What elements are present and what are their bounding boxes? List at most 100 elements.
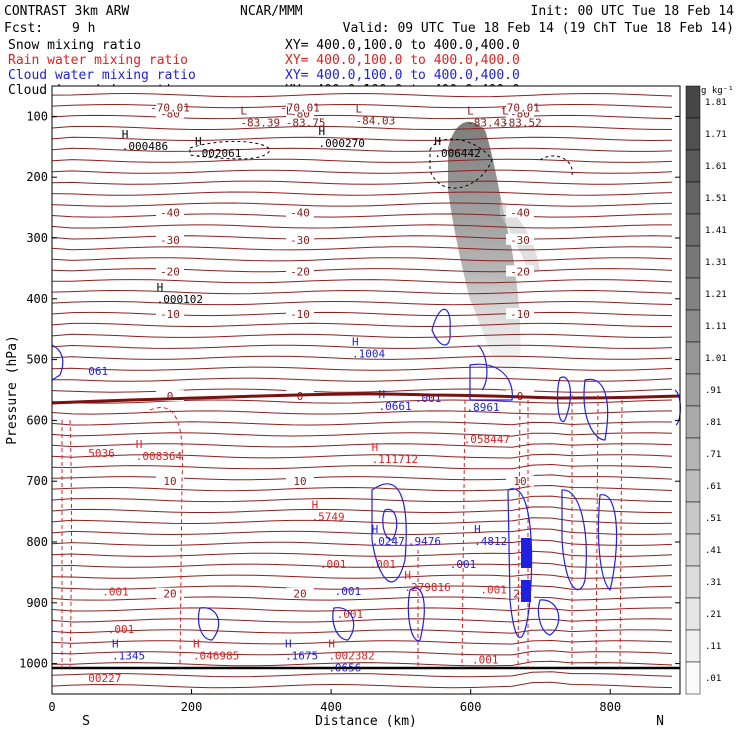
extremum-value: .006442	[434, 147, 480, 160]
isotherm-line	[51, 550, 673, 557]
legend-rain-xy: XY= 400.0,100.0 to 400.0,400.0	[285, 53, 520, 68]
extremum-mark: H	[193, 637, 200, 650]
colorbar-label: .41	[705, 546, 721, 556]
isotherm-line	[51, 366, 673, 371]
isotherm-line	[51, 607, 673, 612]
isotherm-line	[51, 562, 673, 568]
colorbar-label: .81	[705, 418, 721, 428]
cloud-water-contour	[382, 508, 398, 541]
isotherm-label-bg	[156, 101, 184, 113]
colorbar-label: .71	[705, 450, 721, 460]
extremum-value: .002382	[328, 649, 374, 662]
cloud-water-contour	[537, 599, 560, 636]
isotherm-label-bg	[506, 308, 534, 319]
rain-contour	[619, 399, 623, 669]
isotherm-line	[52, 660, 673, 667]
colorbar-swatch	[685, 565, 701, 599]
extremum-mark: H	[328, 637, 335, 650]
extremum-mark: H	[285, 637, 292, 650]
colorbar-label: .51	[705, 514, 721, 524]
extremum-mark: L	[502, 105, 509, 118]
colorbar: 1.81 1.71 1.61 1.51 1.41 1.31 1.21 1.11 1.01 .91.…	[685, 85, 727, 695]
init-time: Init: 00 UTC Tue 18 Feb 14	[531, 4, 735, 19]
colorbar-label: .61	[705, 482, 721, 492]
colorbar-swatch	[685, 213, 701, 247]
x-tick-label: 0	[48, 700, 55, 714]
extremum-value: .1345	[112, 649, 145, 662]
plot-area: -80 -80 -80-70.01 -70.01 -70.01-40 -40 -40-30-…	[51, 85, 681, 695]
y-tick-label: 300	[26, 231, 48, 245]
isotherm-line	[51, 596, 673, 601]
colorbar-label: 1.21	[705, 290, 727, 300]
isotherm-label-bg	[286, 206, 314, 218]
extremum-value: 5036	[88, 447, 115, 460]
y-tick-label: 200	[26, 170, 48, 184]
extremum-value: -83.52	[502, 117, 542, 130]
isotherm-line	[51, 257, 673, 262]
isotherm-line	[51, 585, 673, 590]
isotherm-line	[51, 399, 673, 404]
extremum-value: 00227	[88, 672, 121, 685]
colorbar-label: .31	[705, 578, 721, 588]
x-tick-label: 400	[320, 700, 342, 714]
isotherm-line	[51, 180, 673, 185]
isotherm-label: -10	[510, 308, 530, 321]
isotherm-line	[51, 474, 673, 481]
isotherm-label: -30	[160, 234, 180, 247]
cloud-ice-contour	[189, 141, 271, 160]
extremum-value: .000486	[122, 140, 168, 153]
extremum-mark: H	[157, 281, 164, 294]
isotherm-line	[51, 355, 673, 360]
isotherm-label-bg	[506, 265, 534, 277]
isotherm-label-bg	[156, 233, 184, 245]
colorbar-label: 1.61	[705, 162, 727, 172]
center-label: NCAR/MMM	[240, 4, 303, 19]
isotherm-label-bg	[286, 233, 314, 245]
isotherm-label-bg	[506, 107, 534, 119]
isotherm-label-bg	[506, 475, 534, 487]
isotherm-label-bg	[156, 308, 184, 319]
legend-snow-name: Snow mixing ratio	[8, 38, 141, 53]
isotherm-label-bg	[156, 390, 184, 402]
isotherm-label-bg	[286, 587, 314, 599]
colorbar-swatch	[685, 629, 701, 663]
extremum-mark: H	[474, 523, 481, 536]
extremum-value: .001	[108, 623, 135, 636]
y-tick-label: 400	[26, 292, 48, 306]
extremum-mark: H	[319, 125, 326, 138]
cloud-water-contour	[583, 378, 609, 441]
y-tick-label: 500	[26, 353, 48, 367]
extremum-mark: H	[352, 336, 359, 349]
isotherm-line	[51, 410, 673, 415]
rain-contour	[595, 394, 599, 669]
extremum-value: .046985	[193, 649, 239, 662]
isotherm-line	[51, 463, 673, 470]
extremum-mark: L	[240, 105, 247, 118]
colorbar-label: .91	[705, 386, 721, 396]
plot-background	[52, 86, 680, 694]
isotherm-line	[51, 484, 673, 492]
colorbar-swatch	[685, 85, 701, 119]
colorbar-label: .01	[705, 674, 721, 684]
cloud-ice-contour	[429, 138, 493, 189]
isotherm-line	[51, 344, 673, 349]
isotherm-line	[51, 202, 673, 207]
isotherm-line	[51, 246, 673, 251]
isotherm-label-bg	[156, 587, 184, 599]
isotherm-label: 10	[163, 475, 176, 488]
isotherm-line	[51, 136, 673, 142]
cloud-water-contour	[332, 607, 355, 641]
colorbar-swatch	[685, 181, 701, 215]
cloud-water-contour	[561, 489, 587, 591]
isotherm-label-bg	[156, 475, 184, 487]
extremum-value: .001	[369, 558, 396, 571]
isotherm-line	[51, 539, 673, 546]
colorbar-label: 1.51	[705, 194, 727, 204]
colorbar-swatch	[685, 277, 701, 311]
isotherm-line	[51, 495, 673, 503]
extremum-value: .001	[335, 585, 362, 598]
isotherm-line	[51, 671, 673, 678]
legend-cloudwater-name: Cloud water mixing ratio	[8, 68, 196, 83]
